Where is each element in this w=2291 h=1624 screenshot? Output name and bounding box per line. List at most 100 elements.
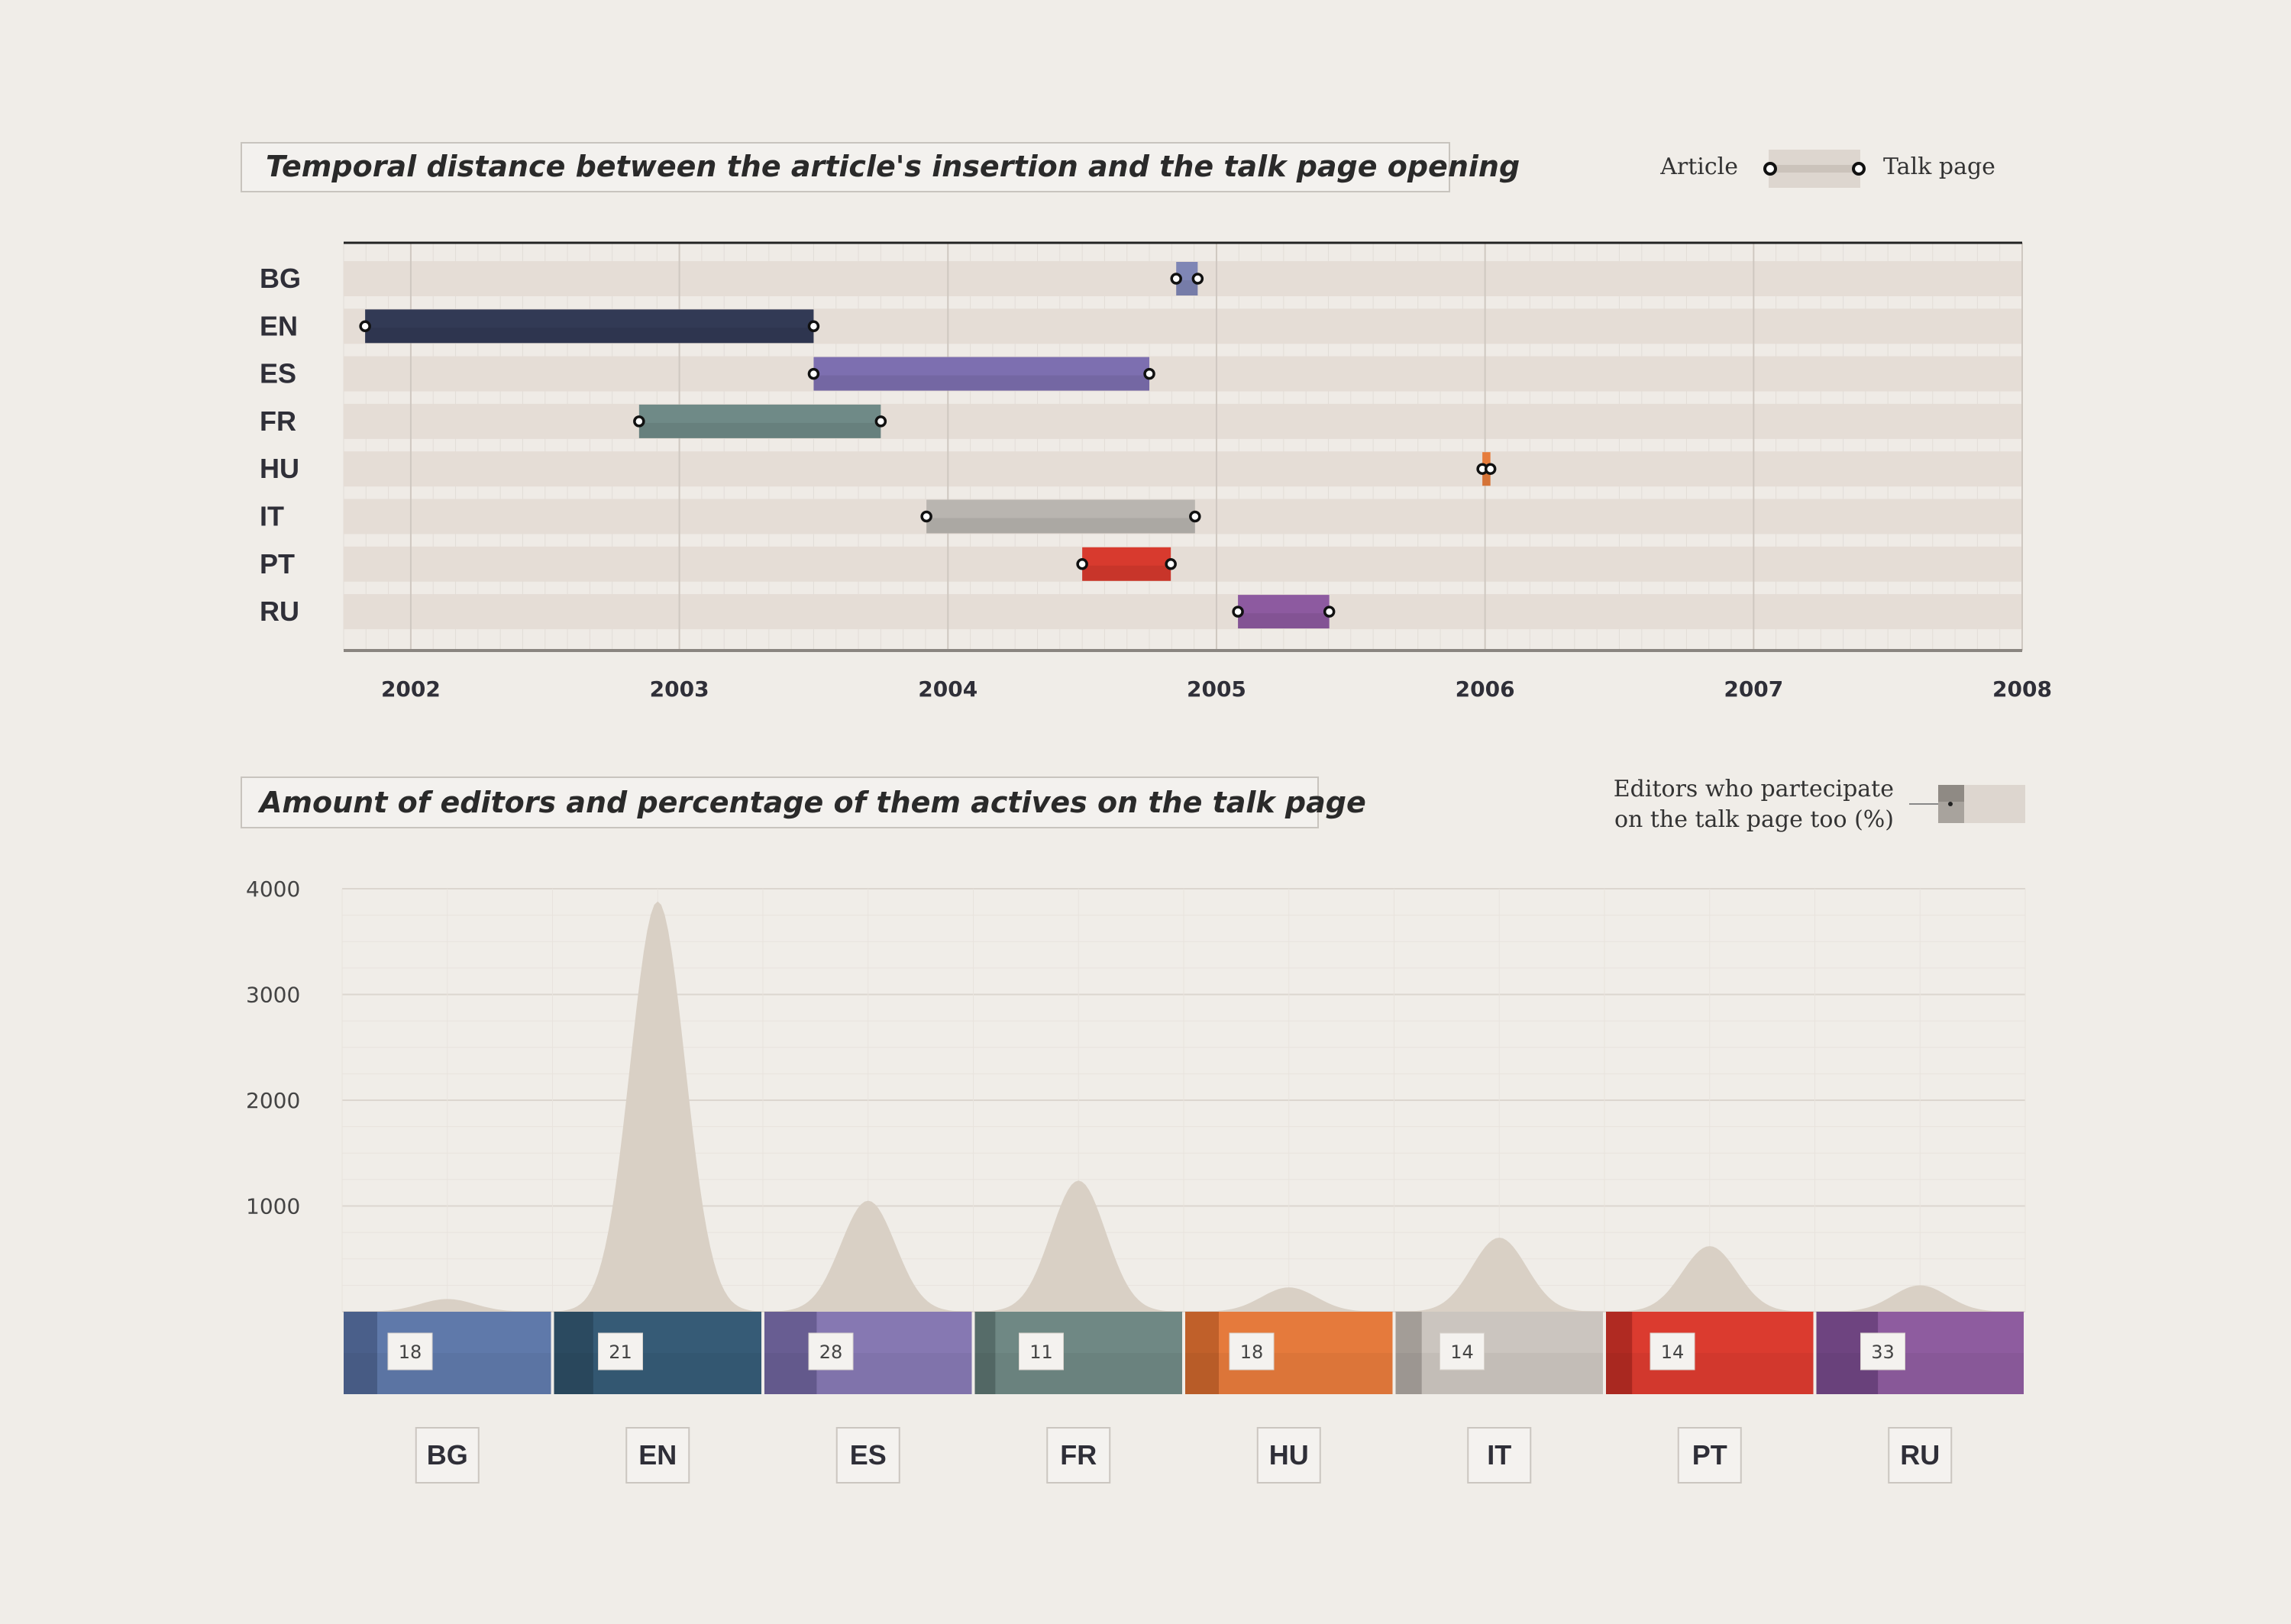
- chart1-title: Temporal distance between the article's …: [241, 142, 1520, 192]
- bar-it: [920, 499, 1201, 534]
- category-label-en: EN: [260, 310, 298, 341]
- y-tick-1000: 1000: [246, 1194, 300, 1219]
- chart1-title-text: Temporal distance between the article's …: [266, 150, 1520, 183]
- percent-block-ru: 33: [1816, 1312, 2024, 1394]
- range-bar: [1082, 547, 1171, 581]
- editors-area-bg: [342, 1299, 553, 1312]
- x-tick-2006: 2006: [1456, 676, 1515, 702]
- category-label-hu: HU: [1256, 1427, 1321, 1484]
- percent-label: 11: [1029, 1341, 1053, 1363]
- category-label-bg: BG: [260, 263, 301, 294]
- editors-area-fr: [973, 1180, 1184, 1312]
- category-label-bg: BG: [415, 1427, 480, 1484]
- percent-label: 21: [609, 1341, 632, 1363]
- legend-article-label: Article: [1659, 153, 1738, 180]
- percent-block-en: 21: [554, 1312, 761, 1394]
- bar-bg: [1170, 262, 1204, 295]
- legend-editors-label: Editors who partecipate on the talk page …: [1614, 776, 1894, 833]
- x-tick-2008: 2008: [1992, 676, 2052, 702]
- y-tick-4000: 4000: [246, 877, 300, 902]
- percent-fill: [1185, 1312, 1219, 1394]
- svg-text:EN: EN: [638, 1439, 677, 1471]
- chart1-legend: Article Talk page: [1659, 150, 1995, 188]
- percent-fill: [1606, 1312, 1633, 1394]
- bar-es: [807, 357, 1155, 391]
- x-tick-2002: 2002: [381, 676, 441, 702]
- percent-block-fr: 11: [974, 1312, 1182, 1394]
- talk-page-marker: [1165, 558, 1177, 570]
- chart2-category-labels: BG EN ES FR HU IT PT RU: [415, 1427, 1953, 1484]
- percent-block-bg: 18: [344, 1312, 551, 1394]
- svg-text:HU: HU: [1269, 1439, 1309, 1471]
- editors-area-hu: [1184, 1287, 1394, 1312]
- percent-label: 18: [399, 1341, 422, 1363]
- x-tick-2005: 2005: [1187, 676, 1246, 702]
- talk-page-marker: [807, 320, 820, 333]
- bar-pt: [1076, 547, 1177, 581]
- category-label-en: EN: [625, 1427, 690, 1484]
- talk-page-marker: [1143, 367, 1155, 380]
- talk-page-marker: [1484, 463, 1497, 475]
- range-bar: [926, 499, 1195, 534]
- svg-text:FR: FR: [1060, 1439, 1097, 1471]
- percent-block-es: 28: [764, 1312, 972, 1394]
- svg-text:RU: RU: [1900, 1439, 1940, 1471]
- category-label-it: IT: [260, 501, 284, 532]
- chart2-areas: [342, 901, 2025, 1312]
- category-label-ru: RU: [1888, 1427, 1953, 1484]
- bar-en: [359, 309, 820, 344]
- x-tick-2003: 2003: [650, 676, 709, 702]
- chart2-title-text: Amount of editors and percentage of them…: [257, 786, 1366, 819]
- chart1-gridlines: [343, 243, 2023, 651]
- category-label-pt: PT: [260, 548, 295, 580]
- percent-block-pt: 14: [1606, 1312, 1814, 1394]
- percent-fill: [554, 1312, 593, 1394]
- range-bar: [638, 404, 881, 438]
- category-label-it: IT: [1467, 1427, 1532, 1484]
- track-ru: [344, 594, 2022, 630]
- editors-area-it: [1394, 1238, 1604, 1312]
- chart2-percent-blocks: 18 21 28 11 18 14 14 33: [344, 1312, 2024, 1394]
- track-pt: [344, 546, 2022, 582]
- plot-area: [344, 243, 2022, 651]
- range-bar: [1238, 595, 1330, 629]
- bar-fr: [633, 404, 887, 438]
- legend-talk-label: Talk page: [1883, 153, 1995, 180]
- legend-start-marker: [1763, 162, 1777, 176]
- track-hu: [344, 451, 2022, 487]
- svg-text:ES: ES: [850, 1439, 887, 1471]
- percent-fill: [1395, 1312, 1422, 1394]
- category-label-ru: RU: [260, 596, 299, 627]
- range-bar: [365, 309, 814, 344]
- x-tick-2004: 2004: [918, 676, 977, 702]
- percent-fill: [974, 1312, 996, 1394]
- category-label-fr: FR: [260, 405, 296, 437]
- x-tick-2007: 2007: [1724, 676, 1783, 702]
- percent-label: 14: [1450, 1341, 1474, 1363]
- talk-page-marker: [1323, 605, 1336, 618]
- percent-label: 18: [1240, 1341, 1264, 1363]
- svg-text:PT: PT: [1692, 1439, 1727, 1471]
- svg-text:IT: IT: [1487, 1439, 1511, 1471]
- category-label-es: ES: [835, 1427, 900, 1484]
- article-marker: [1170, 273, 1182, 285]
- chart2-y-axis: 4000 3000 2000 1000: [246, 877, 300, 1219]
- percent-block-hu: 18: [1185, 1312, 1393, 1394]
- percent-label: 28: [819, 1341, 843, 1363]
- category-label-hu: HU: [260, 453, 299, 484]
- y-tick-3000: 3000: [246, 983, 300, 1008]
- article-marker: [1076, 558, 1088, 570]
- chart2-gridlines: [341, 888, 2026, 1312]
- track-es: [344, 356, 2022, 392]
- percent-label: 33: [1871, 1341, 1895, 1363]
- article-marker: [920, 510, 932, 523]
- editors-area-pt: [1604, 1246, 1815, 1312]
- talk-page-marker: [1189, 510, 1201, 523]
- legend-end-marker: [1852, 162, 1866, 176]
- talk-page-marker: [1191, 273, 1204, 285]
- bar-ru: [1232, 595, 1336, 629]
- article-marker: [807, 367, 820, 380]
- range-bar: [813, 357, 1150, 391]
- editors-area-en: [552, 901, 763, 1312]
